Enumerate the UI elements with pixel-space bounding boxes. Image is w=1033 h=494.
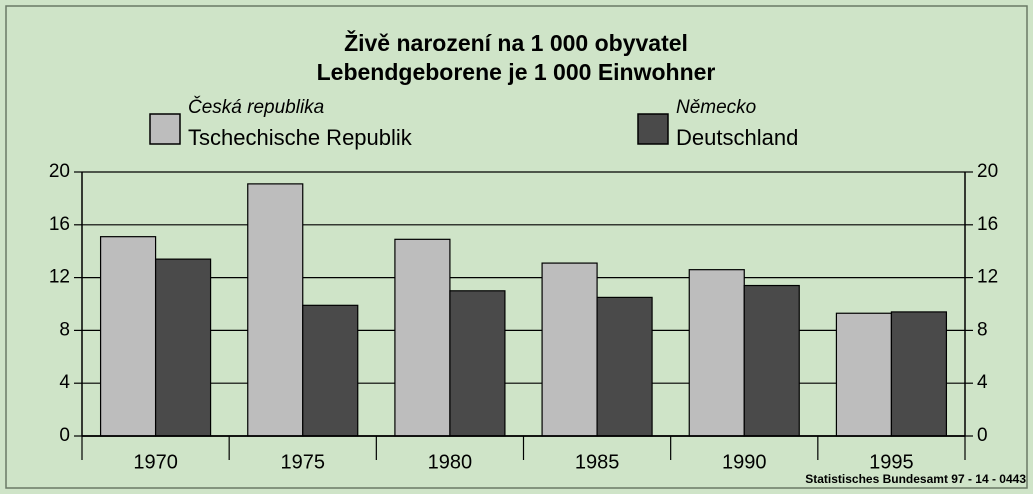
x-tick-label: 1970 — [133, 451, 178, 473]
x-tick-label: 1995 — [869, 451, 914, 473]
y-tick-label: 16 — [49, 214, 70, 235]
y2-tick-label: 4 — [977, 372, 988, 393]
x-tick-label: 1980 — [428, 451, 473, 473]
chart-subtitle: Lebendgeborene je 1 000 Einwohner — [317, 59, 716, 85]
y2-tick-label: 12 — [977, 267, 998, 288]
x-tick-label: 1985 — [575, 451, 620, 473]
x-tick-label: 1975 — [281, 451, 326, 473]
legend-label-cs: Česká republika — [188, 96, 324, 118]
bar — [541, 262, 598, 437]
y2-tick-label: 16 — [977, 214, 998, 235]
legend-label: Deutschland — [676, 125, 798, 150]
bar — [743, 284, 800, 437]
y-tick-label: 12 — [49, 267, 70, 288]
bar — [247, 183, 304, 437]
y2-tick-label: 8 — [977, 319, 988, 340]
bar — [688, 269, 745, 437]
bar — [154, 258, 212, 437]
bar — [394, 238, 451, 437]
bar — [99, 236, 157, 437]
legend-label-cs: Německo — [676, 97, 756, 118]
chart-title: Živě narození na 1 000 obyvatel — [344, 29, 688, 56]
y-tick-label: 8 — [59, 319, 70, 340]
y2-tick-label: 20 — [977, 161, 998, 182]
bar — [835, 312, 893, 437]
bar — [890, 311, 948, 437]
y-tick-label: 0 — [59, 425, 70, 446]
source: Statistisches Bundesamt 97 - 14 - 0443 — [805, 472, 1026, 486]
bar — [302, 304, 359, 437]
y-tick-label: 20 — [49, 161, 70, 182]
bar — [596, 296, 653, 437]
y-tick-label: 4 — [59, 372, 70, 393]
bar — [449, 290, 506, 437]
y2-tick-label: 0 — [977, 425, 988, 446]
legend-label: Tschechische Republik — [188, 125, 413, 150]
legend-swatch — [149, 113, 181, 145]
x-tick-label: 1990 — [722, 451, 767, 473]
legend-swatch — [637, 113, 669, 145]
